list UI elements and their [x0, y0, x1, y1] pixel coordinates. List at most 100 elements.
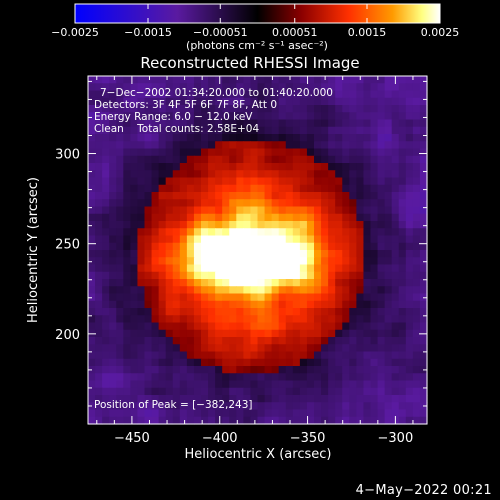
heatmap-cell [165, 315, 174, 324]
heatmap-cell [95, 163, 103, 171]
heatmap-cell [229, 199, 237, 208]
heatmap-cell [243, 76, 252, 84]
heatmap-cell [215, 409, 223, 418]
heatmap-cell [349, 329, 357, 338]
heatmap-cell [186, 315, 195, 324]
heatmap-cell [412, 105, 421, 113]
heatmap-cell [321, 300, 329, 309]
heatmap-cell [123, 308, 131, 316]
heatmap-cell [349, 257, 357, 266]
heatmap-cell [271, 141, 280, 150]
heatmap-cell [306, 329, 315, 338]
heatmap-cell [299, 308, 308, 316]
heatmap-cell [158, 177, 167, 186]
heatmap-cell [95, 315, 103, 324]
heatmap-cell [363, 351, 372, 360]
heatmap-cell [208, 380, 216, 389]
heatmap-cell [179, 155, 188, 164]
heatmap-cell [271, 264, 280, 273]
heatmap-cell [363, 170, 372, 179]
heatmap-cell [158, 134, 167, 142]
heatmap-cell [278, 90, 287, 99]
heatmap-cell [151, 257, 160, 266]
heatmap-cell [236, 358, 244, 367]
heatmap-cell [243, 344, 252, 353]
heatmap-cell [342, 184, 350, 193]
heatmap-cell [102, 409, 110, 418]
heatmap-cell [377, 387, 386, 396]
heatmap-cell [193, 235, 202, 244]
heatmap-cell [335, 279, 343, 287]
heatmap-cell [130, 221, 139, 229]
heatmap-cell [193, 279, 202, 287]
heatmap-cell [172, 344, 181, 353]
heatmap-cell [158, 387, 167, 396]
heatmap-cell [137, 97, 146, 106]
heatmap-cell [186, 76, 195, 84]
heatmap-cell [222, 387, 230, 396]
heatmap-cell [271, 119, 280, 128]
heatmap-cell [109, 402, 117, 411]
heatmap-cell [398, 264, 407, 273]
heatmap-cell [236, 242, 244, 251]
heatmap-cell [342, 351, 350, 360]
heatmap-cell [285, 380, 294, 389]
heatmap-cell [137, 293, 146, 302]
heatmap-cell [158, 366, 167, 374]
heatmap-cell [356, 395, 365, 403]
heatmap-cell [88, 322, 96, 331]
heatmap-cell [158, 221, 167, 229]
heatmap-cell [215, 358, 223, 367]
heatmap-cell [151, 366, 160, 374]
heatmap-cell [88, 235, 96, 244]
heatmap-cell [95, 90, 103, 99]
heatmap-cell [109, 126, 117, 135]
heatmap-cell [285, 329, 294, 338]
heatmap-cell [349, 402, 357, 411]
heatmap-cell [236, 344, 244, 353]
heatmap-cell [271, 163, 280, 171]
heatmap-cell [130, 126, 139, 135]
heatmap-cell [391, 134, 400, 142]
heatmap-cell [314, 337, 322, 345]
heatmap-cell [398, 90, 407, 99]
heatmap-cell [109, 155, 117, 164]
heatmap-cell [102, 416, 110, 425]
heatmap-cell [384, 358, 393, 367]
heatmap-cell [271, 402, 280, 411]
heatmap-cell [229, 264, 237, 273]
heatmap-cell [377, 112, 386, 121]
heatmap-cell [116, 315, 124, 324]
heatmap-cell [314, 221, 322, 229]
heatmap-cell [215, 170, 223, 179]
heatmap-cell [257, 308, 266, 316]
heatmap-cell [116, 264, 124, 273]
heatmap-cell [243, 206, 252, 215]
heatmap-cell [306, 235, 315, 244]
heatmap-cell [335, 184, 343, 193]
heatmap-cell [370, 271, 379, 280]
heatmap-cell [116, 337, 124, 345]
heatmap-cell [144, 373, 153, 382]
heatmap-cell [412, 76, 421, 84]
heatmap-cell [229, 155, 237, 164]
heatmap-cell [229, 286, 237, 295]
heatmap-cell [363, 112, 372, 121]
heatmap-cell [116, 373, 124, 382]
heatmap-cell [349, 126, 357, 135]
heatmap-cell [292, 76, 301, 84]
heatmap-cell [193, 286, 202, 295]
heatmap-cell [201, 221, 209, 229]
heatmap-cell [116, 344, 124, 353]
heatmap-cell [264, 380, 273, 389]
heatmap-cell [306, 184, 315, 193]
heatmap-cell [335, 351, 343, 360]
heatmap-cell [314, 163, 322, 171]
heatmap-cell [186, 402, 195, 411]
heatmap-cell [278, 134, 287, 142]
heatmap-cell [193, 322, 202, 331]
heatmap-cell [172, 213, 181, 222]
heatmap-cell [314, 228, 322, 237]
heatmap-cell [271, 366, 280, 374]
heatmap-cell [102, 271, 110, 280]
